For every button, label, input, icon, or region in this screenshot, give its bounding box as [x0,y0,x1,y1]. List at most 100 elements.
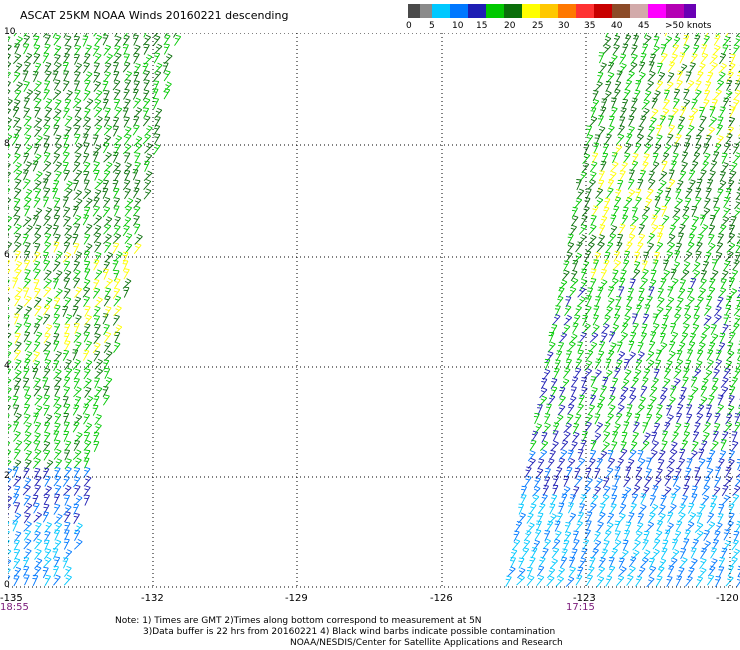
wind-barb [144,153,153,165]
wind-barb [113,44,121,57]
wind-barb [556,512,563,524]
wind-barb [518,503,524,515]
wind-barb [642,313,650,325]
wind-barb [92,404,99,416]
wind-barb [732,485,740,496]
wind-barb [667,124,676,136]
wind-barb [12,106,20,118]
wind-barb [723,90,733,101]
wind-barb [605,522,614,533]
wind-barb [43,449,51,461]
wind-barb [626,404,633,416]
wind-barb [566,242,575,254]
legend-swatch [558,4,576,18]
wind-barb [589,394,597,406]
wind-barb [83,475,92,487]
wind-barb [713,305,722,317]
wind-barb [627,178,635,190]
wind-barb [635,466,643,478]
wind-barb [646,242,654,254]
wind-barb [602,477,610,489]
wind-barb [42,33,48,38]
wind-barb [23,115,32,127]
wind-barb [721,547,728,559]
wind-barb [54,288,63,299]
wind-barb [719,53,727,65]
wind-barb [553,367,560,380]
wind-barb [93,214,102,226]
swath-time-right: 17:15 [566,602,595,613]
lat-label-2n: 2 [4,471,10,481]
wind-barb [676,575,683,587]
wind-barb [638,224,645,236]
wind-barb [550,324,558,336]
wind-barb [12,71,21,83]
wind-barb [53,45,62,57]
wind-barb [636,351,645,362]
wind-barb [692,261,701,273]
wind-barb [651,214,658,226]
wind-barb [538,502,546,514]
wind-barb [654,196,661,208]
wind-barb [560,556,568,568]
wind-barb [33,179,42,191]
wind-barb [699,214,706,226]
wind-barb [553,475,559,487]
wind-barb [719,106,726,118]
wind-barb [536,574,545,586]
wind-barb [113,88,121,101]
wind-barb [701,324,711,335]
wind-barb [709,160,718,172]
wind-barb [718,566,725,578]
wind-barb [574,467,581,479]
wind-barb [589,332,599,343]
wind-barb [33,268,41,280]
wind-barb [630,549,640,561]
wind-barb [666,241,675,253]
wind-barb [664,475,672,487]
wind-barb [602,143,609,155]
wind-barb [593,251,601,263]
note-line-1: Note: 1) Times are GMT 2)Times along bot… [115,616,482,626]
wind-barb [64,340,71,352]
wind-barb [527,457,536,469]
wind-barb [82,62,90,74]
wind-barb [63,70,69,82]
wind-barb [13,475,22,487]
wind-barb [701,484,710,496]
wind-barb [114,169,121,181]
wind-barb [103,223,112,235]
wind-barb [33,296,42,308]
wind-barb [43,332,51,344]
wind-barb [674,305,682,317]
wind-barb [512,538,521,550]
wind-barb [144,142,153,154]
wind-barb [584,250,592,262]
wind-barb [690,547,697,559]
wind-barb [606,512,615,524]
wind-barb [733,304,740,316]
wind-barb [64,115,73,127]
wind-barb [703,314,712,326]
wind-barb [615,33,619,37]
wind-barb [529,556,536,568]
wind-barb [63,287,71,299]
wind-barb [632,539,641,551]
wind-barb [723,196,730,208]
wind-barb [53,395,61,407]
wind-barb [164,33,168,38]
wind-barb [114,143,121,155]
wind-barb [643,143,652,155]
wind-barb [52,70,59,82]
wind-barb [618,557,625,569]
wind-barb [82,403,90,415]
wind-barb [8,298,11,303]
wind-barb [102,206,111,218]
wind-barb [133,242,142,254]
wind-barb [605,467,614,479]
wind-barb [718,62,727,74]
wind-barb [614,412,623,424]
wind-barb [699,224,709,235]
wind-barb [124,197,134,209]
wind-barb [596,403,604,415]
